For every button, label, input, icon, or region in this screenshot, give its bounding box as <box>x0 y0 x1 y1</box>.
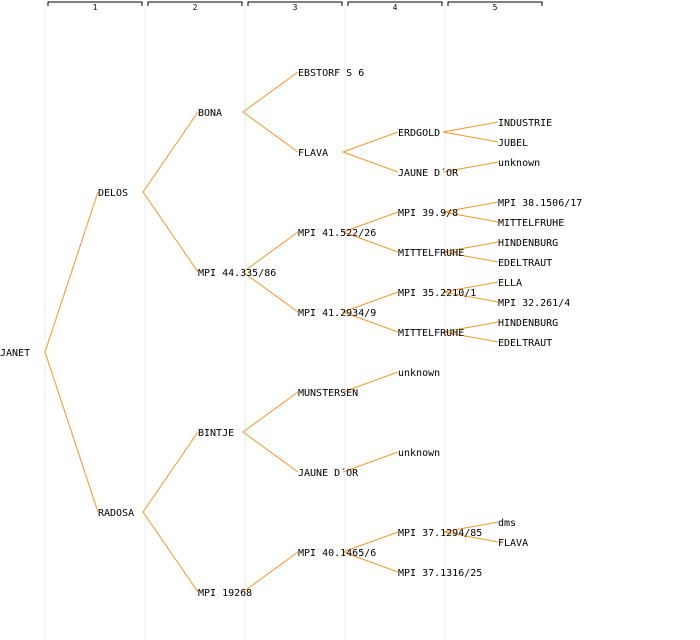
ancestor-node-label: JAUNE D´OR <box>398 167 459 179</box>
ancestor-node-label: JAUNE D´OR <box>298 467 359 479</box>
parent-edge <box>242 111 299 153</box>
ancestor-node-label: MPI 41.2934/9 <box>298 308 376 319</box>
parent-edge <box>442 161 499 173</box>
ancestor-node-label: MPI 37.1316/25 <box>398 568 482 579</box>
parent-edge <box>342 151 399 173</box>
parent-edge <box>142 191 199 273</box>
tree-edges <box>44 71 499 593</box>
parent-edge <box>242 431 299 473</box>
ancestor-node-label: EDELTRAUT <box>498 258 552 269</box>
parent-edge <box>442 281 499 293</box>
parent-edge <box>442 531 499 543</box>
ancestor-node-label: HINDENBURG <box>498 318 558 329</box>
root-node-label: JANET <box>0 348 30 359</box>
parent-edge <box>442 121 499 133</box>
parent-edge <box>342 231 399 253</box>
parent-edge <box>442 291 499 303</box>
generation-bracket <box>47 1 143 6</box>
ancestor-node-label: MPI 37.1294/85 <box>398 528 482 539</box>
parent-edge <box>342 531 399 553</box>
parent-edge <box>142 431 199 513</box>
parent-edge <box>442 321 499 333</box>
parent-edge <box>442 211 499 223</box>
ancestor-node-label: MPI 32.261/4 <box>498 298 570 309</box>
ancestor-node-label: FLAVA <box>498 538 528 549</box>
ancestor-node-label: DELOS <box>98 188 128 199</box>
ancestor-node-label: ERDGOLD <box>398 128 440 139</box>
ancestor-node-label: EDELTRAUT <box>498 338 552 349</box>
parent-edge <box>242 231 299 273</box>
parent-edge <box>342 211 399 233</box>
ancestor-node-label: BINTJE <box>198 428 234 439</box>
generation-number: 2 <box>193 3 198 12</box>
generation-number: 5 <box>493 3 498 12</box>
parent-edge <box>242 271 299 313</box>
ancestor-node-label: FLAVA <box>298 148 328 159</box>
ancestor-node-label: BONA <box>198 108 222 119</box>
ancestor-node-label: MITTELFRUHE <box>498 218 564 229</box>
parent-edge <box>242 391 299 433</box>
ancestor-node-label: EBSTORF S 6 <box>298 68 364 79</box>
ancestor-node-label: MITTELFRUHE <box>398 248 464 259</box>
generation-bracket <box>247 1 343 6</box>
ancestor-node-label: HINDENBURG <box>498 238 558 249</box>
parent-edge <box>142 511 199 593</box>
ancestor-node-label: JUBEL <box>498 138 528 149</box>
parent-edge <box>44 351 99 513</box>
ancestor-node-label: RADOSA <box>98 508 134 519</box>
parent-edge <box>442 521 499 533</box>
parent-edge <box>442 201 499 213</box>
parent-edge <box>342 291 399 313</box>
generation-number: 3 <box>293 3 298 12</box>
ancestor-node-label: MUNSTERSEN <box>298 388 358 399</box>
ancestor-node-label: MPI 39.9/8 <box>398 208 458 219</box>
parent-edge <box>342 131 399 153</box>
ancestor-node-label: MPI 40.1465/6 <box>298 548 376 559</box>
tree-nodes: JANET DELOS BONA EBSTORF S 6 FLAVA ERDGOLD IND… <box>0 68 582 599</box>
parent-edge <box>442 241 499 253</box>
generation-bracket <box>447 1 543 6</box>
parent-edge <box>342 451 399 473</box>
parent-edge <box>342 371 399 393</box>
generation-number: 4 <box>393 3 398 12</box>
parent-edge <box>342 551 399 573</box>
parent-edge <box>44 191 99 353</box>
ancestor-node-label: MPI 41.522/26 <box>298 228 376 239</box>
ancestor-node-label: MPI 38.1506/17 <box>498 198 582 209</box>
parent-edge <box>242 71 299 113</box>
parent-edge <box>442 131 499 143</box>
ancestor-node-label: MPI 44.335/86 <box>198 268 276 279</box>
ancestor-node-label: ELLA <box>498 278 522 289</box>
ancestor-node-label: unknown <box>498 158 540 169</box>
ancestor-node-label: unknown <box>398 448 440 459</box>
ancestor-node-label: INDUSTRIE <box>498 118 552 129</box>
parent-edge <box>442 251 499 263</box>
parent-edge <box>442 331 499 343</box>
column-gridlines <box>44 8 446 640</box>
parent-edge <box>142 111 199 193</box>
ancestor-node-label: unknown <box>398 368 440 379</box>
ancestor-node-label[interactable]: MPI 19268 <box>198 588 252 599</box>
parent-edge <box>342 311 399 333</box>
ancestor-node-label: dms <box>498 518 516 529</box>
generation-bracket <box>347 1 443 6</box>
generation-number: 1 <box>93 3 98 12</box>
generation-header-row: 1 2 3 4 5 <box>47 1 543 12</box>
generation-bracket <box>147 1 243 6</box>
parent-edge <box>242 551 299 593</box>
ancestor-node-label: MPI 35.2210/1 <box>398 288 476 299</box>
ancestor-node-label: MITTELFRUHE <box>398 328 464 339</box>
